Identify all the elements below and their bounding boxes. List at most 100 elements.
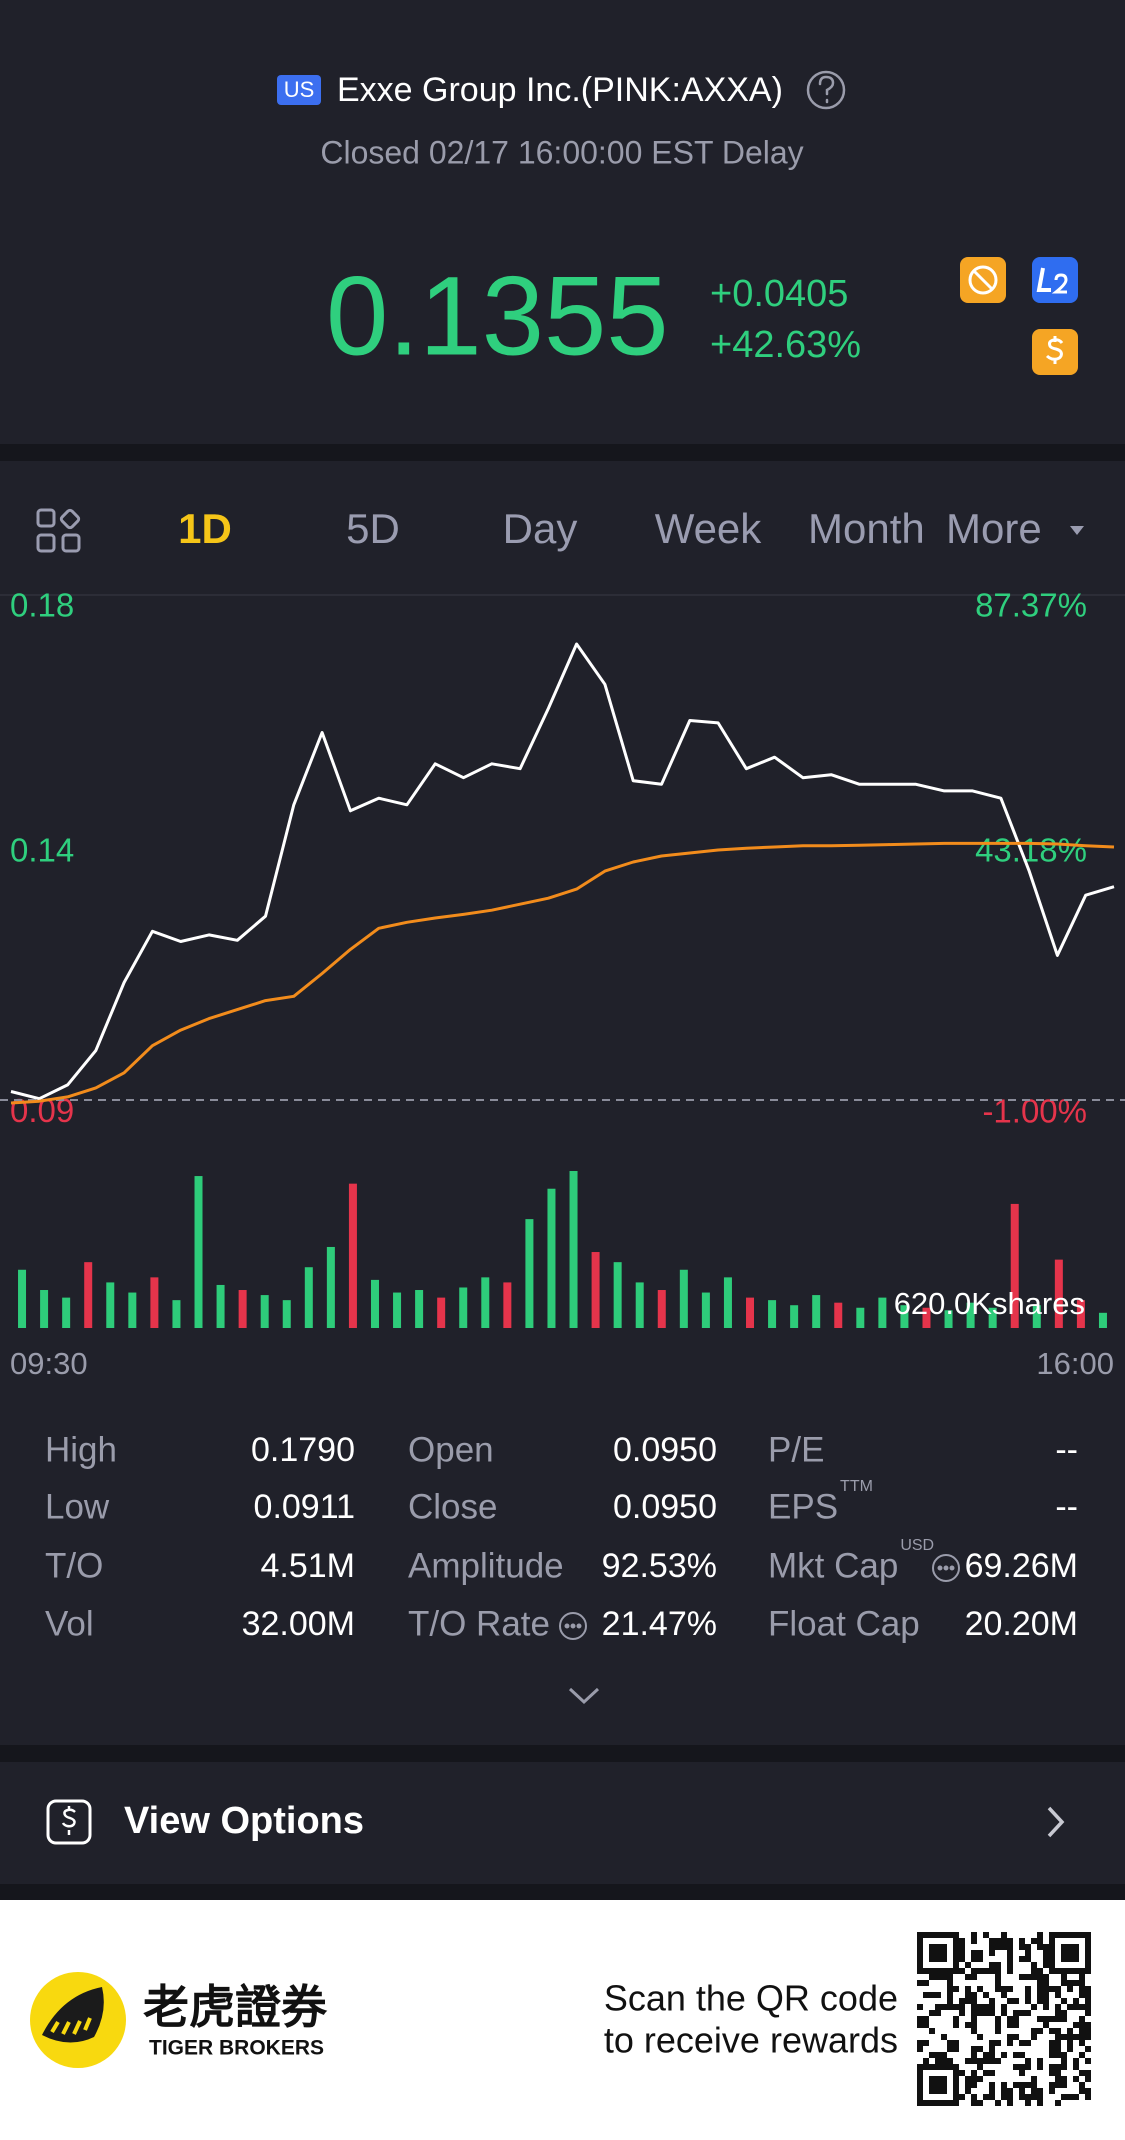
stat-value: 92.53% (602, 1547, 717, 1585)
stat-label: T/O Rate (408, 1604, 550, 1643)
brand-en: TIGER BROKERS (149, 2037, 324, 2060)
no-trade-icon[interactable] (960, 257, 1006, 303)
volume-bar (856, 1307, 865, 1328)
level2-icon[interactable] (1032, 257, 1078, 303)
price-change: +0.0405 (710, 273, 848, 315)
volume-bar (812, 1295, 821, 1328)
stat-value: 4.51M (261, 1547, 356, 1585)
tab[interactable]: More (946, 505, 1042, 552)
volume-bar (238, 1290, 247, 1328)
market-badge: US (284, 77, 315, 102)
volume-bar (40, 1290, 49, 1328)
stat-label: Close (408, 1487, 497, 1526)
volume-bar (1010, 1203, 1019, 1328)
stat-label: T/O (45, 1546, 103, 1585)
stat-label: Amplitude (408, 1546, 564, 1585)
y-tick-label: 0.18 (10, 587, 74, 624)
stat-value: 0.0911 (254, 1488, 355, 1526)
volume-bar (900, 1305, 909, 1328)
tab[interactable]: 5D (346, 505, 400, 552)
volume-bar (525, 1219, 534, 1328)
volume-bar (657, 1290, 666, 1328)
stat-label: Float Cap (768, 1604, 920, 1643)
brand-cn: 老虎證券 (143, 1981, 328, 2033)
volume-bar (150, 1277, 159, 1328)
volume-bar (922, 1307, 931, 1328)
volume-bar (62, 1297, 71, 1328)
price-change-pct: +42.63% (710, 324, 861, 366)
volume-bar (1098, 1312, 1107, 1328)
volume-bar (1054, 1259, 1063, 1328)
help-icon[interactable] (806, 70, 846, 110)
volume-bar (304, 1267, 313, 1328)
stat-value: 69.26M (965, 1547, 1078, 1585)
volume-bar (481, 1277, 490, 1328)
volume-bar (106, 1282, 115, 1328)
tab[interactable]: Day (503, 505, 578, 552)
volume-bar (437, 1297, 446, 1328)
stat-value: 32.00M (242, 1605, 355, 1643)
volume-bar (172, 1300, 181, 1328)
volume-bar (260, 1295, 269, 1328)
volume-bar (1032, 1305, 1041, 1328)
volume-bar (878, 1297, 887, 1328)
tab[interactable]: 1D (178, 505, 232, 552)
stat-label: P/E (768, 1430, 824, 1469)
y2-tick-label: -1.00% (982, 1092, 1087, 1129)
stat-value: -- (1055, 1431, 1078, 1469)
volume-bar (282, 1300, 291, 1328)
volume-bar (393, 1292, 402, 1328)
info-icon[interactable] (932, 1554, 960, 1582)
volume-bar (768, 1300, 777, 1328)
qr-caption: to receive rewards (604, 2020, 898, 2061)
volume-label: 620.0Kshares (894, 1286, 1085, 1321)
stat-label: High (45, 1430, 117, 1469)
market-badge-bg (277, 75, 321, 105)
volume-bar (1076, 1300, 1085, 1328)
volume-bar (84, 1262, 93, 1328)
stat-label: Low (45, 1487, 110, 1526)
volume-bar (834, 1302, 843, 1328)
stock-title: Exxe Group Inc.(PINK:AXXA) (337, 71, 783, 109)
y2-tick-label: 87.37% (975, 587, 1087, 624)
x-tick-label: 16:00 (1036, 1346, 1114, 1381)
tab[interactable]: Month (808, 505, 925, 552)
info-icon[interactable] (559, 1612, 587, 1640)
dollar-icon[interactable] (1032, 329, 1078, 375)
volume-bar (944, 1310, 953, 1328)
layout-icon[interactable] (36, 508, 81, 553)
stat-value: 0.0950 (613, 1431, 717, 1469)
stat-label: Mkt Cap (768, 1546, 898, 1585)
market-status: Closed 02/17 16:00:00 EST Delay (320, 134, 803, 170)
volume-bar (966, 1302, 975, 1328)
stat-label: Vol (45, 1604, 94, 1643)
volume-bar (613, 1262, 622, 1328)
volume-bar (723, 1277, 732, 1328)
volume-bar (348, 1183, 357, 1328)
qr-modules (917, 1932, 1091, 2106)
volume-bar (988, 1307, 997, 1328)
volume-bar (790, 1305, 799, 1328)
qr-caption: Scan the QR code (604, 1978, 898, 2019)
price-line (10, 841, 1115, 1105)
volume-bar (18, 1269, 27, 1328)
stat-label: Open (408, 1430, 494, 1469)
expand-toggle[interactable] (568, 1687, 600, 1705)
volume-bar (216, 1284, 225, 1328)
chart: 0.180.140.0987.37%43.18%-1.00%620.0Kshar… (0, 587, 1125, 1381)
options-row[interactable]: View Options (0, 1762, 1125, 1884)
options-label[interactable]: View Options (124, 1800, 364, 1842)
stat-value: 20.20M (965, 1605, 1078, 1643)
stat-value: 0.0950 (613, 1488, 717, 1526)
volume-bar (635, 1282, 644, 1328)
volume-bar (370, 1279, 379, 1328)
qr-code (917, 1932, 1091, 2106)
volume-bar (547, 1188, 556, 1328)
x-tick-label: 09:30 (10, 1346, 88, 1381)
tab[interactable]: Week (655, 505, 763, 552)
volume-bar (679, 1269, 688, 1328)
stat-value: 0.1790 (251, 1431, 355, 1469)
volume-bar (194, 1176, 203, 1328)
